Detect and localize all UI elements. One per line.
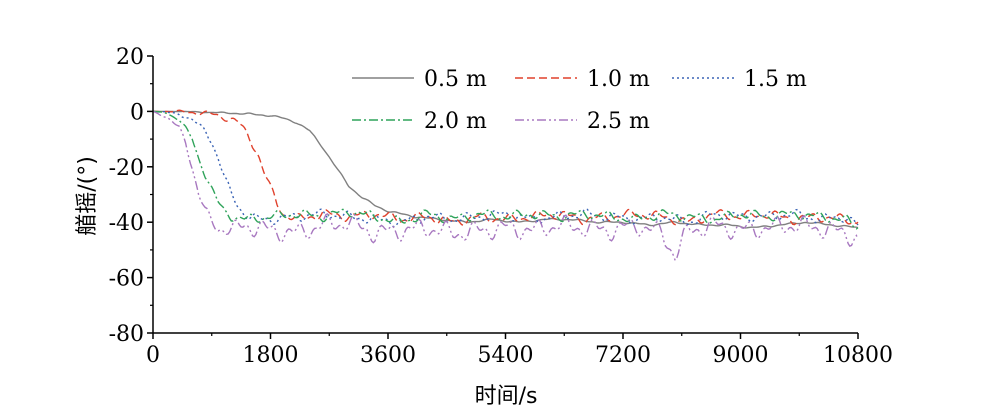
series-layer: [152, 109, 859, 262]
y-tick-label: -40: [109, 211, 144, 236]
legend-item: 1.5 m: [672, 67, 807, 92]
legend-label: 1.0 m: [587, 67, 650, 92]
legend-label: 2.0 m: [424, 109, 487, 134]
legend-item: 1.0 m: [515, 67, 650, 92]
x-tick-label: 1800: [243, 343, 299, 368]
x-tick-label: 10800: [823, 343, 893, 368]
y-tick-label: -60: [109, 267, 144, 292]
legend-item: 2.0 m: [352, 109, 487, 134]
x-tick-label: 5400: [478, 343, 534, 368]
series-line-1: [153, 110, 859, 229]
legend: 0.5 m 1.0 m 1.5 m 2.0 m 2.5 m: [352, 67, 807, 134]
legend-item: 0.5 m: [352, 67, 487, 92]
x-tick-label: 7200: [595, 343, 651, 368]
tick-labels: 0 1800 3600 5400 7200 9000 10800 20 0 -20 -40 -60 -8…: [109, 45, 893, 368]
legend-label: 2.5 m: [587, 109, 650, 134]
x-tick-label: 9000: [713, 343, 769, 368]
x-tick-label: 3600: [360, 343, 416, 368]
axes: [147, 55, 859, 339]
series-line-4: [152, 110, 859, 230]
x-tick-label: 0: [146, 343, 160, 368]
legend-label: 0.5 m: [424, 67, 487, 92]
legend-label: 1.5 m: [744, 67, 807, 92]
x-axis-title: 时间/s: [475, 384, 538, 409]
y-axis-title: 艏摇/(°): [75, 156, 100, 236]
y-tick-label: -80: [109, 322, 144, 347]
legend-item: 2.5 m: [515, 109, 650, 134]
y-tick-label: 20: [116, 45, 144, 70]
y-tick-label: 0: [130, 100, 144, 125]
series-line-2: [153, 109, 859, 227]
series-line-5: [152, 110, 859, 262]
series-line-3: [152, 110, 859, 228]
y-tick-label: -20: [109, 156, 144, 181]
